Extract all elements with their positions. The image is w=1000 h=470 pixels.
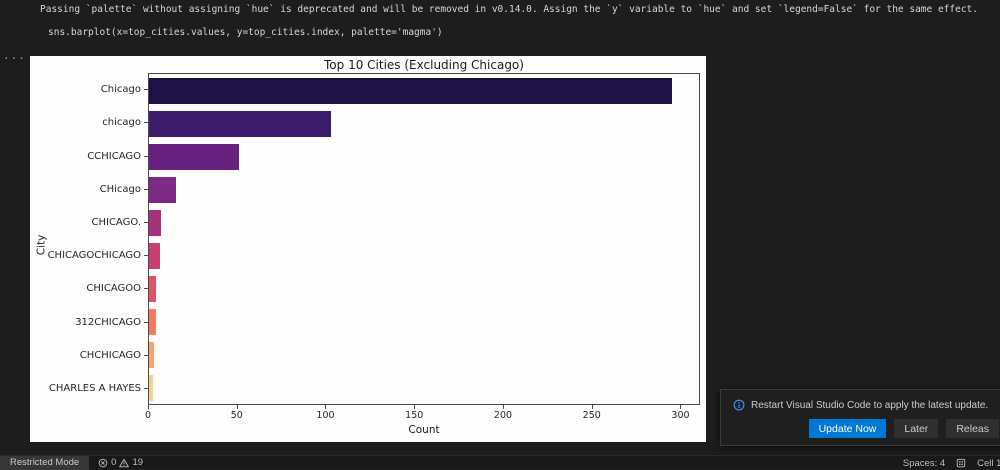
bar-chicago	[149, 176, 176, 203]
chart-image: Top 10 Cities (Excluding Chicago) City C…	[30, 56, 706, 442]
y-tick-label: CHICAGOCHICAGO	[47, 250, 141, 262]
status-bar: Restricted Mode 0 19 Spaces: 4	[0, 455, 1000, 470]
bar-row	[149, 140, 699, 173]
x-tick-mark	[236, 405, 238, 409]
bar-row	[149, 272, 699, 305]
update-now-button[interactable]: Update Now	[808, 419, 887, 438]
warning-icon	[119, 458, 130, 468]
y-tick-mark	[144, 122, 148, 124]
restricted-mode-badge[interactable]: Restricted Mode	[0, 455, 90, 470]
x-tick-mark	[502, 405, 504, 409]
bar-row	[149, 206, 699, 239]
x-tick-label: 200	[493, 410, 513, 421]
y-tick-row: CHARLES A HAYES	[30, 372, 148, 405]
x-tick-label: 300	[671, 410, 690, 421]
x-tick-label: 50	[230, 410, 243, 421]
x-tick-mark	[148, 405, 149, 409]
bar-chicago-	[149, 209, 162, 236]
spaces-indicator[interactable]: Spaces: 4	[902, 457, 946, 469]
problems-indicator[interactable]: 0 19	[98, 457, 143, 468]
y-tick-row: CHicago	[30, 173, 148, 206]
x-tick-mark	[325, 405, 327, 409]
bar-312chicago	[149, 308, 157, 335]
info-icon	[733, 399, 745, 411]
release-notes-button[interactable]: Releas	[946, 419, 999, 438]
y-tick-mark	[144, 288, 148, 290]
y-tick-row: CHCHICAGO	[30, 339, 148, 372]
bar-chicago	[149, 110, 332, 137]
y-tick-label: CHICAGO.	[91, 216, 142, 228]
stderr-warning-text: Passing `palette` without assigning `hue…	[40, 4, 978, 15]
bar-chicago	[149, 77, 673, 104]
y-tick-label: chicago	[102, 117, 141, 129]
y-tick-mark	[144, 188, 148, 190]
warning-count: 19	[132, 457, 144, 468]
bar-row	[149, 371, 699, 404]
y-tick-label: CHCHICAGO	[79, 349, 141, 361]
bar-chicagochicago	[149, 242, 160, 269]
bar-row	[149, 338, 699, 371]
y-tick-row: CCHICAGO	[30, 139, 148, 172]
y-tick-mark	[144, 387, 148, 389]
y-tick-label: Chicago	[100, 84, 141, 96]
bar-row	[149, 239, 699, 272]
bar-charles-a-hayes	[149, 374, 153, 401]
bar-cchicago	[149, 143, 240, 170]
error-icon	[98, 458, 108, 468]
x-tick-mark	[680, 405, 682, 409]
y-tick-mark	[144, 321, 148, 323]
restricted-mode-label: Restricted Mode	[10, 457, 80, 468]
x-tick-label: 250	[582, 410, 601, 421]
y-tick-mark	[144, 89, 148, 91]
later-button[interactable]: Later	[894, 419, 939, 438]
grid-icon[interactable]	[956, 458, 966, 468]
bar-row	[149, 173, 699, 206]
y-tick-row: CHICAGOCHICAGO	[30, 239, 148, 272]
y-tick-mark	[144, 155, 148, 157]
cell-output-ellipsis[interactable]: ...	[3, 49, 26, 62]
x-axis-ticks: 0 50 100 150 200 250 300	[144, 405, 700, 425]
y-tick-label: CHicago	[99, 183, 141, 195]
cell-indicator[interactable]: Cell 1 of	[977, 457, 1000, 469]
y-tick-row: Chicago	[30, 73, 148, 106]
y-tick-labels: Chicago chicago CCHICAGO CHicago CHICAGO. CHI…	[30, 73, 148, 405]
notification-message: Restart Visual Studio Code to apply the …	[751, 399, 989, 411]
x-tick-label: 100	[316, 410, 335, 421]
y-tick-label: CHARLES A HAYES	[48, 382, 141, 394]
bar-row	[149, 107, 699, 140]
bar-chicagoo	[149, 275, 157, 302]
error-count: 0	[111, 457, 117, 468]
bar-row	[149, 305, 699, 338]
y-tick-row: CHICAGO.	[30, 206, 148, 239]
y-tick-mark	[144, 354, 148, 356]
plot-area	[148, 73, 700, 405]
update-notification-toast: Restart Visual Studio Code to apply the …	[720, 389, 1000, 446]
bar-chchicago	[149, 341, 155, 368]
code-line: sns.barplot(x=top_cities.values, y=top_c…	[48, 27, 443, 38]
y-tick-mark	[144, 221, 148, 223]
y-tick-row: CHICAGOO	[30, 272, 148, 305]
y-tick-label: CHICAGOO	[86, 283, 141, 295]
x-axis-label: Count	[408, 424, 440, 436]
y-tick-label: CCHICAGO	[87, 150, 141, 162]
chart-title: Top 10 Cities (Excluding Chicago)	[324, 58, 524, 72]
y-tick-row: 312CHICAGO	[30, 305, 148, 338]
y-tick-mark	[144, 255, 148, 257]
y-tick-label: 312CHICAGO	[75, 316, 141, 328]
x-tick-label: 0	[144, 410, 152, 421]
x-tick-mark	[591, 405, 593, 409]
x-tick-mark	[414, 405, 416, 409]
x-tick-label: 150	[405, 410, 424, 421]
y-tick-row: chicago	[30, 106, 148, 139]
bar-row	[149, 74, 699, 107]
